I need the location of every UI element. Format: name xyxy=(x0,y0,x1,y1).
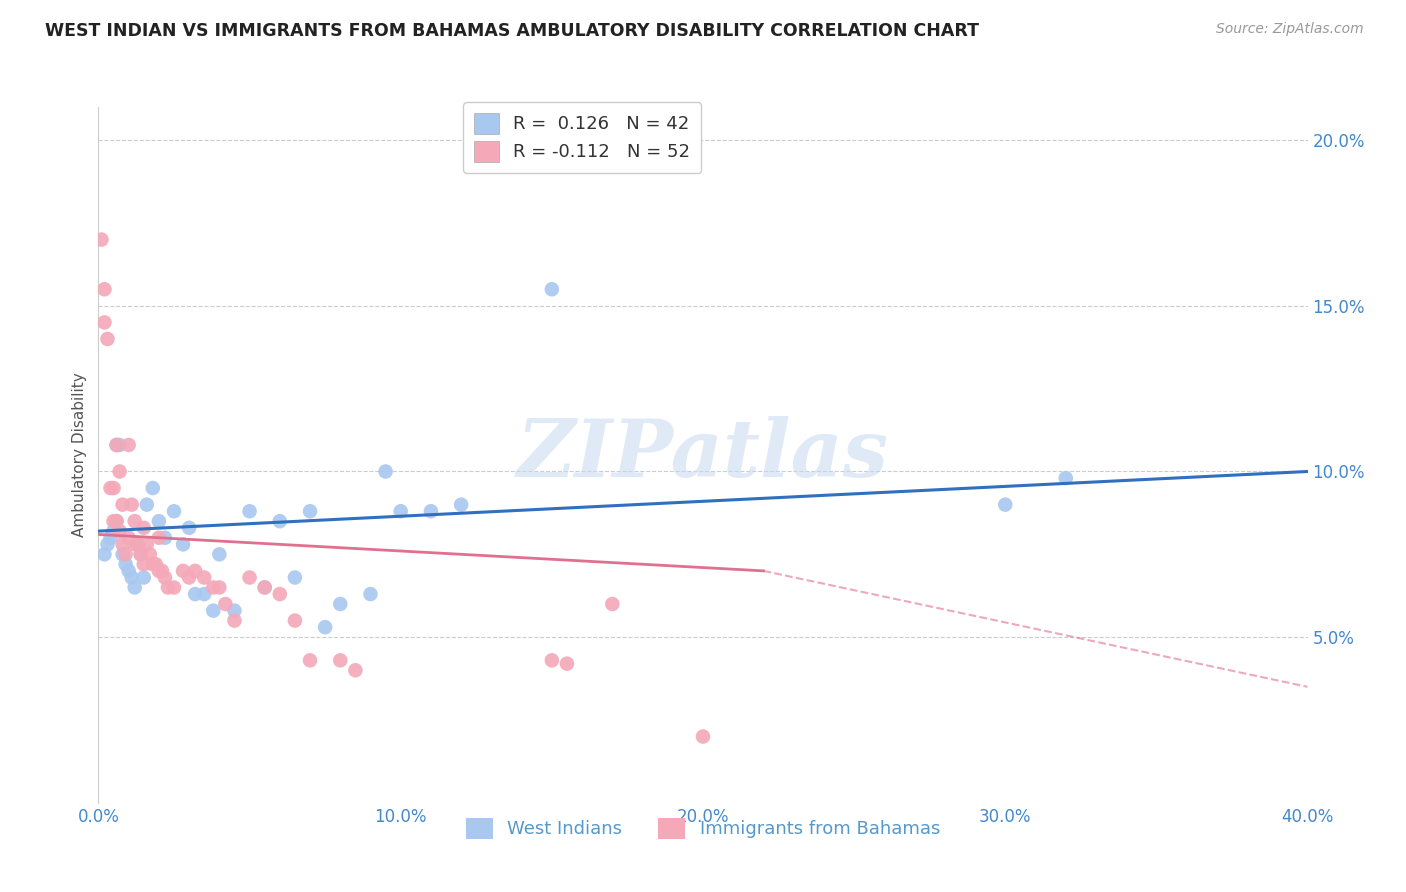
Text: ZIPatlas: ZIPatlas xyxy=(517,417,889,493)
Point xyxy=(329,653,352,667)
Point xyxy=(184,587,207,601)
Point xyxy=(172,537,194,551)
Point xyxy=(994,498,1017,512)
Point xyxy=(118,564,141,578)
Text: Source: ZipAtlas.com: Source: ZipAtlas.com xyxy=(1216,22,1364,37)
Point xyxy=(96,332,118,346)
Point xyxy=(202,581,225,595)
Point xyxy=(420,504,443,518)
Point xyxy=(329,597,352,611)
Point xyxy=(93,315,115,329)
Point xyxy=(344,663,367,677)
Point xyxy=(153,531,176,545)
Point xyxy=(253,581,276,595)
Point xyxy=(389,504,412,518)
Point xyxy=(540,282,562,296)
Point xyxy=(108,524,131,538)
Point xyxy=(135,537,157,551)
Point xyxy=(111,547,134,561)
Point xyxy=(153,570,176,584)
Point xyxy=(269,514,291,528)
Point xyxy=(224,604,246,618)
Point xyxy=(284,614,307,628)
Point xyxy=(105,438,128,452)
Point xyxy=(156,581,179,595)
Point xyxy=(193,587,215,601)
Point xyxy=(114,558,136,572)
Point xyxy=(118,531,141,545)
Point xyxy=(142,558,165,572)
Point xyxy=(132,570,155,584)
Point xyxy=(127,537,149,551)
Point xyxy=(108,465,131,479)
Point xyxy=(163,504,186,518)
Point xyxy=(239,570,262,584)
Point xyxy=(202,604,225,618)
Point xyxy=(163,581,186,595)
Point xyxy=(114,547,136,561)
Point xyxy=(90,233,112,247)
Point xyxy=(184,564,207,578)
Point xyxy=(148,564,170,578)
Point xyxy=(214,597,236,611)
Point xyxy=(148,531,170,545)
Point xyxy=(124,581,146,595)
Point xyxy=(100,531,122,545)
Point xyxy=(124,537,146,551)
Point xyxy=(692,730,714,744)
Point xyxy=(105,514,128,528)
Point xyxy=(142,481,165,495)
Point xyxy=(139,547,162,561)
Point xyxy=(108,438,131,452)
Point xyxy=(314,620,336,634)
Point xyxy=(540,653,562,667)
Point xyxy=(105,514,128,528)
Point xyxy=(129,547,152,561)
Point xyxy=(132,558,155,572)
Point xyxy=(132,521,155,535)
Point xyxy=(360,587,382,601)
Y-axis label: Ambulatory Disability: Ambulatory Disability xyxy=(72,373,87,537)
Point xyxy=(179,521,201,535)
Point xyxy=(208,581,231,595)
Point xyxy=(208,547,231,561)
Point xyxy=(299,504,322,518)
Point xyxy=(269,587,291,601)
Point xyxy=(121,570,143,584)
Point xyxy=(253,581,276,595)
Point xyxy=(124,514,146,528)
Legend: West Indians, Immigrants from Bahamas: West Indians, Immigrants from Bahamas xyxy=(458,811,948,846)
Point xyxy=(121,498,143,512)
Point xyxy=(118,438,141,452)
Point xyxy=(224,614,246,628)
Point xyxy=(602,597,624,611)
Point xyxy=(172,564,194,578)
Point xyxy=(284,570,307,584)
Point xyxy=(127,537,149,551)
Point xyxy=(179,570,201,584)
Point xyxy=(93,547,115,561)
Point xyxy=(103,481,125,495)
Point xyxy=(555,657,578,671)
Point xyxy=(148,514,170,528)
Point xyxy=(1054,471,1077,485)
Point xyxy=(374,465,396,479)
Point xyxy=(111,537,134,551)
Point xyxy=(239,504,262,518)
Point xyxy=(96,537,118,551)
Point xyxy=(450,498,472,512)
Point xyxy=(111,498,134,512)
Text: WEST INDIAN VS IMMIGRANTS FROM BAHAMAS AMBULATORY DISABILITY CORRELATION CHART: WEST INDIAN VS IMMIGRANTS FROM BAHAMAS A… xyxy=(45,22,979,40)
Point xyxy=(103,524,125,538)
Point xyxy=(150,564,173,578)
Point xyxy=(103,514,125,528)
Point xyxy=(193,570,215,584)
Point xyxy=(93,282,115,296)
Point xyxy=(100,481,122,495)
Point xyxy=(129,547,152,561)
Point xyxy=(145,558,167,572)
Point xyxy=(105,438,128,452)
Point xyxy=(299,653,322,667)
Point xyxy=(135,498,157,512)
